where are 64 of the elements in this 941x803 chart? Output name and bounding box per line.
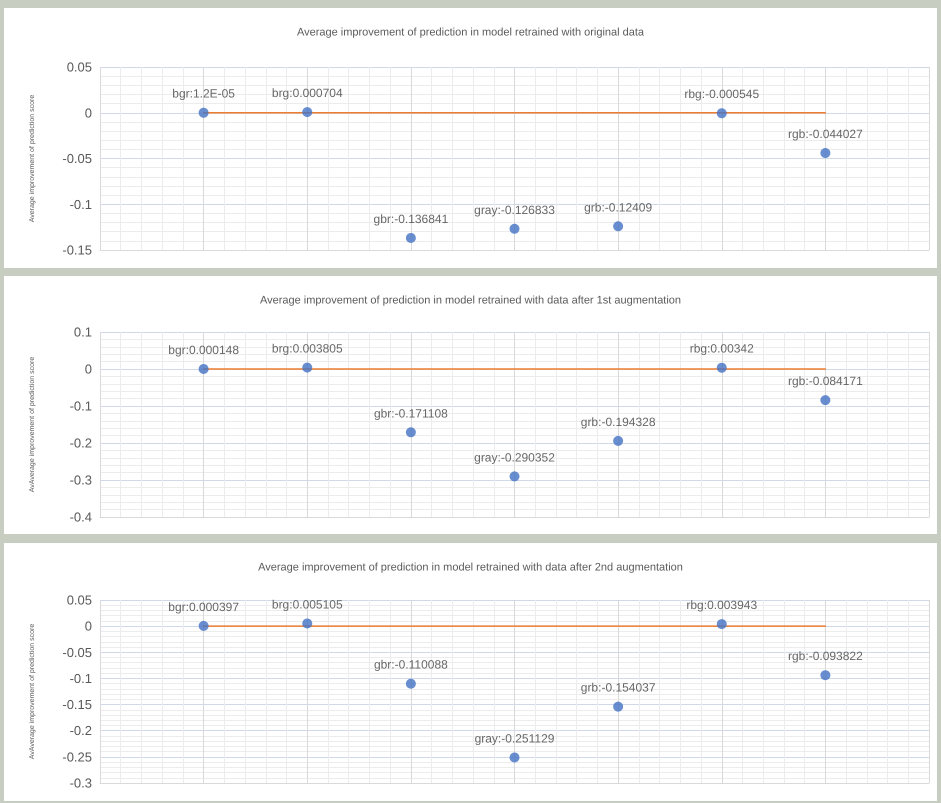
point — [510, 471, 520, 482]
chart-title: Average improvement of prediction in model retrained with original data — [296, 26, 645, 38]
data-label: brg:0.005105 — [272, 597, 343, 612]
point — [716, 619, 727, 630]
y-tick-label: 0 — [84, 105, 92, 120]
y-tick-label: -0.15 — [62, 697, 92, 712]
y-tick-label: -0.4 — [70, 510, 92, 524]
point — [820, 395, 830, 406]
point — [302, 618, 312, 628]
point — [406, 678, 416, 689]
data-label: grb:-0.194328 — [580, 414, 656, 429]
point — [820, 670, 830, 680]
point — [613, 436, 624, 446]
data-label: rbg:0.003943 — [686, 598, 758, 612]
data-label: gbr:-0.110088 — [374, 658, 448, 672]
point — [198, 108, 209, 118]
point — [198, 364, 209, 374]
point — [510, 224, 520, 234]
y-tick-label: 0.1 — [74, 324, 92, 340]
y-tick-label: -0.1 — [70, 670, 92, 686]
point — [716, 108, 727, 118]
data-label: gbr:-0.136841 — [374, 212, 449, 226]
data-label: gray:-0.290352 — [474, 450, 556, 464]
chart-title: Average improvement of prediction in model retrained with data after 2nd augmentation — [258, 562, 683, 574]
point — [613, 702, 624, 712]
y-tick-label: -0.3 — [70, 472, 92, 488]
point — [302, 362, 312, 373]
data-label: rgb:-0.044027 — [788, 127, 864, 142]
y-tick-label: 0 — [84, 618, 92, 634]
data-label: rbg:-0.000545 — [684, 87, 760, 102]
point — [198, 620, 209, 631]
y-tick-label: -0.1 — [70, 196, 92, 212]
y-tick-label: -0.05 — [62, 151, 92, 166]
data-label: bgr:0.000397 — [168, 600, 240, 614]
data-label: grb:-0.12409 — [584, 200, 652, 214]
point — [406, 427, 416, 438]
data-label: rgb:-0.084171 — [788, 374, 864, 388]
y-tick-label: -0.2 — [70, 436, 92, 450]
data-label: grb:-0.154037 — [580, 680, 656, 695]
y-tick-label: -0.05 — [62, 644, 92, 660]
y-tick-label: -0.25 — [62, 749, 92, 764]
point — [302, 107, 312, 118]
y-tick-label: -0.3 — [70, 776, 92, 790]
data-label: rgb:-0.093822 — [788, 649, 864, 664]
y-tick-label: -0.2 — [70, 723, 92, 738]
data-label: brg:0.000704 — [272, 86, 343, 100]
point — [406, 232, 416, 243]
point — [510, 752, 520, 762]
y-tick-label: -0.15 — [62, 242, 92, 258]
y-tick-label: 0 — [84, 362, 92, 376]
point — [716, 362, 727, 373]
y-tick-label: 0.05 — [66, 592, 92, 608]
y-tick-label: -0.1 — [70, 398, 92, 414]
data-label: gbr:-0.171108 — [374, 406, 448, 420]
data-label: gray:-0.251129 — [474, 731, 555, 746]
point — [613, 221, 624, 232]
point — [820, 148, 830, 158]
chart-title: Average improvement of prediction in model retrained with data after 1st augmentation — [260, 294, 682, 306]
data-label: gray:-0.126833 — [474, 202, 556, 217]
data-label: rbg:0.00342 — [690, 342, 754, 356]
data-label: bgr:0.000148 — [168, 342, 240, 357]
y-tick-label: 0.05 — [66, 60, 92, 74]
data-label: brg:0.003805 — [272, 342, 343, 356]
data-label: bgr:1.2E-05 — [172, 86, 236, 101]
